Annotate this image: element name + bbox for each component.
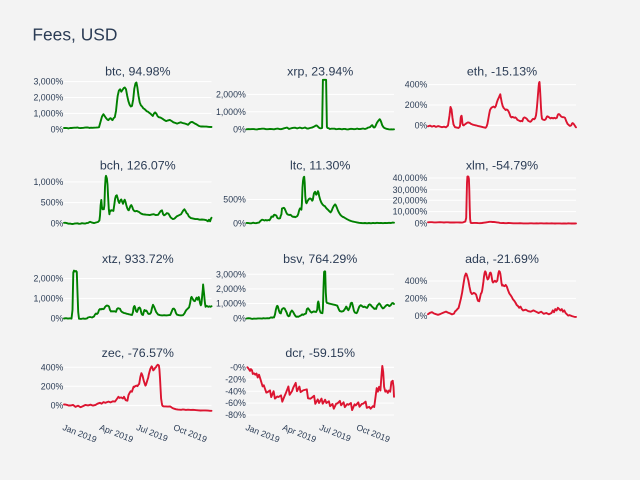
svg-text:1,000%: 1,000% (33, 177, 63, 187)
svg-text:dcr, -59.15%: dcr, -59.15% (285, 346, 355, 360)
svg-text:0%: 0% (233, 219, 246, 229)
svg-text:eth, -15.13%: eth, -15.13% (467, 65, 537, 79)
svg-text:20,000%: 20,000% (393, 195, 428, 205)
svg-text:30,000%: 30,000% (393, 185, 428, 195)
svg-text:-40%: -40% (225, 386, 246, 396)
svg-text:xrp, 23.94%: xrp, 23.94% (287, 65, 353, 79)
svg-text:200%: 200% (405, 100, 428, 110)
svg-text:200%: 200% (41, 381, 64, 391)
svg-text:0%: 0% (233, 124, 246, 134)
svg-text:btc, 94.98%: btc, 94.98% (105, 65, 170, 79)
svg-text:0%: 0% (415, 121, 428, 131)
svg-text:2,000%: 2,000% (33, 274, 63, 284)
svg-text:2,000%: 2,000% (216, 284, 246, 294)
svg-text:500%: 500% (223, 195, 246, 205)
svg-text:0%: 0% (415, 219, 428, 229)
svg-text:1,000%: 1,000% (33, 109, 63, 119)
svg-text:10,000%: 10,000% (393, 207, 428, 217)
svg-text:xlm, -54.79%: xlm, -54.79% (466, 158, 538, 172)
svg-text:200%: 200% (405, 294, 428, 304)
svg-text:ltc, 11.30%: ltc, 11.30% (290, 158, 350, 172)
svg-text:1,000%: 1,000% (33, 294, 63, 304)
svg-text:ada, -21.69%: ada, -21.69% (465, 252, 539, 266)
svg-text:0%: 0% (415, 311, 428, 321)
svg-text:1,000%: 1,000% (216, 299, 246, 309)
svg-text:1,000%: 1,000% (216, 107, 246, 117)
svg-text:-0%: -0% (230, 363, 246, 373)
svg-text:bch, 126.07%: bch, 126.07% (100, 158, 176, 172)
svg-text:-20%: -20% (225, 374, 246, 384)
svg-text:500%: 500% (41, 198, 64, 208)
svg-text:zec, -76.57%: zec, -76.57% (102, 346, 174, 360)
svg-text:400%: 400% (405, 276, 428, 286)
svg-text:0%: 0% (51, 313, 64, 323)
svg-text:xtz, 933.72%: xtz, 933.72% (102, 252, 174, 266)
svg-text:-60%: -60% (225, 398, 246, 408)
svg-text:-80%: -80% (225, 410, 246, 420)
svg-text:400%: 400% (41, 362, 64, 372)
svg-text:0%: 0% (51, 124, 64, 134)
svg-text:Fees, USD: Fees, USD (32, 24, 117, 44)
svg-text:0%: 0% (51, 219, 64, 229)
svg-text:0%: 0% (51, 401, 64, 411)
svg-text:2,000%: 2,000% (216, 90, 246, 100)
svg-text:0%: 0% (233, 313, 246, 323)
svg-text:3,000%: 3,000% (33, 77, 63, 87)
svg-text:bsv, 764.29%: bsv, 764.29% (283, 252, 357, 266)
svg-text:400%: 400% (405, 80, 428, 90)
svg-text:3,000%: 3,000% (216, 269, 246, 279)
svg-text:2,000%: 2,000% (33, 93, 63, 103)
svg-text:40,000%: 40,000% (393, 173, 428, 183)
